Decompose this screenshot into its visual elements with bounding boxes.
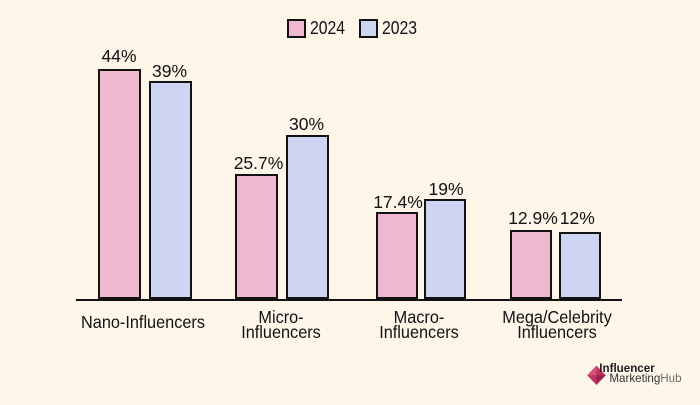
svg-text:Influencer: Influencer [599, 362, 655, 375]
svg-text:MarketingHub: MarketingHub [609, 372, 681, 385]
